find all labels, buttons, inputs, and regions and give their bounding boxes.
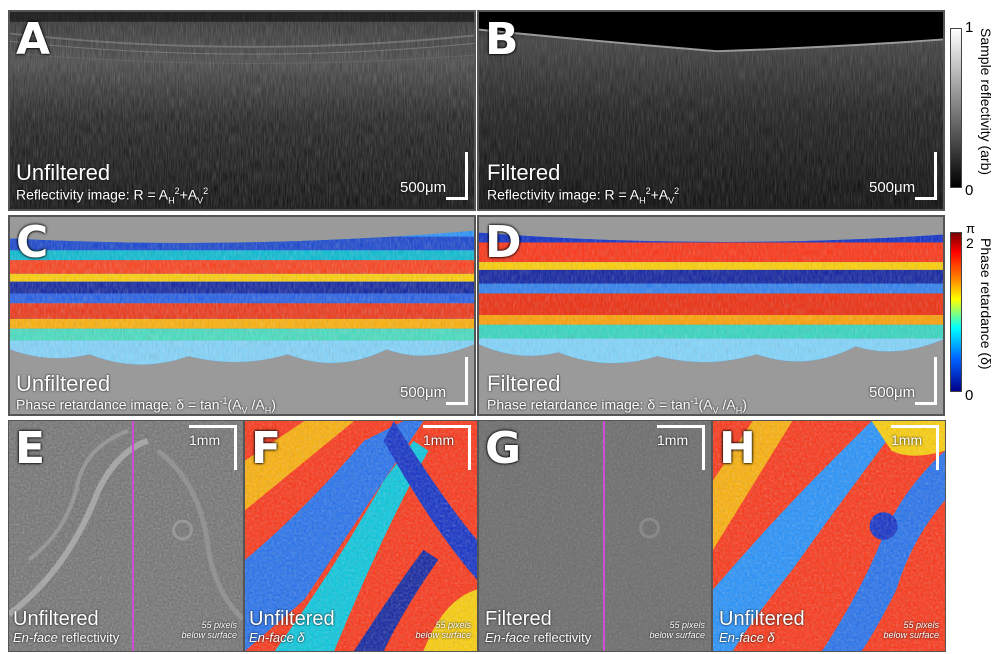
reflectivity-colorbar — [950, 28, 962, 188]
panel-f-depth-label: 55 pixels below surface — [415, 620, 471, 640]
panel-f-subtitle: En-face δ — [249, 630, 305, 645]
panel-f-scalebar-vertical — [468, 425, 471, 470]
retardance-colorbar-pi: π — [966, 221, 975, 236]
panel-e-title: Unfiltered — [13, 608, 99, 630]
panel-f-scale-label: 1mm — [423, 432, 455, 448]
panel-h-scalebar-vertical — [936, 425, 939, 470]
panel-h-depth-label: 55 pixels below surface — [883, 620, 939, 640]
panel-b-title: Filtered — [487, 160, 561, 185]
panel-e-magenta-line — [132, 421, 134, 651]
panel-c-scalebar-vertical — [465, 357, 468, 405]
panel-b-scalebar-horizontal — [915, 197, 937, 200]
panel-f-title: Unfiltered — [249, 608, 335, 630]
panel-h-letter: H — [719, 423, 756, 474]
panel-h-scale-label: 1mm — [891, 432, 923, 448]
panel-c-scalebar-horizontal — [446, 402, 468, 405]
panel-c-subtitle: Phase retardance image: δ = tan-1(AV /AH… — [16, 396, 276, 416]
reflectivity-colorbar-max: 1 — [965, 19, 974, 36]
retardance-colorbar-title: Phase retardance (δ) — [978, 238, 994, 370]
panel-a-scalebar-vertical — [465, 152, 468, 200]
panel-c-title: Unfiltered — [16, 371, 111, 396]
panel-b-oct-image — [479, 12, 943, 209]
panel-a-title: Unfiltered — [16, 160, 111, 185]
reflectivity-colorbar-min: 0 — [965, 182, 974, 199]
panel-e-depth-label: 55 pixels below surface — [181, 620, 237, 640]
panel-g-magenta-line — [603, 421, 605, 651]
panel-f-letter: F — [251, 423, 282, 474]
panel-d-subtitle: Phase retardance image: δ = tan-1(AV /AH… — [487, 396, 747, 416]
panel-a: A Unfiltered Reflectivity image: R = AH2… — [8, 10, 476, 211]
panel-b-subtitle: Reflectivity image: R = AH2+AV2 — [487, 186, 680, 206]
panel-d-scale-label: 500μm — [869, 384, 916, 401]
panel-d-letter: D — [485, 217, 522, 268]
panel-b-scale-label: 500μm — [869, 179, 916, 196]
panel-d: D Filtered Phase retardance image: δ = t… — [477, 215, 945, 416]
panel-d-scalebar-horizontal — [915, 402, 937, 405]
panel-g-scalebar-vertical — [702, 425, 705, 470]
panel-c-letter: C — [16, 217, 49, 268]
panel-d-retardance-image — [479, 217, 943, 414]
panel-h-title: Unfiltered — [719, 608, 805, 630]
panel-a-letter: A — [16, 14, 51, 65]
panel-h: H Unfiltered En-face δ 55 pixels below su… — [712, 420, 946, 652]
panel-c-retardance-image — [10, 217, 474, 414]
panel-c: C Unfiltered Phase retardance image: δ =… — [8, 215, 476, 416]
panel-a-scalebar-horizontal — [446, 197, 468, 200]
panel-g-scalebar-horizontal — [657, 425, 705, 428]
panel-b-scalebar-vertical — [934, 152, 937, 200]
panel-d-title: Filtered — [487, 371, 561, 396]
panel-d-scalebar-vertical — [934, 357, 937, 405]
panel-g-letter: G — [485, 423, 522, 474]
panel-h-scalebar-horizontal — [891, 425, 939, 428]
panel-e-scalebar-horizontal — [189, 425, 237, 428]
panel-h-subtitle: En-face δ — [719, 630, 775, 645]
retardance-colorbar-max: 2 — [966, 235, 974, 251]
retardance-colorbar-min: 0 — [965, 387, 974, 404]
panel-a-oct-image — [10, 12, 474, 209]
panel-h-enface-retardance-image — [713, 421, 945, 651]
panel-e: E Unfiltered En-face reflectivity 55 pix… — [8, 420, 244, 652]
panel-e-scalebar-vertical — [234, 425, 237, 470]
panel-e-letter: E — [15, 423, 46, 474]
panel-g-depth-label: 55 pixels below surface — [649, 620, 705, 640]
panel-a-scale-label: 500μm — [400, 179, 447, 196]
panel-g-subtitle: En-face reflectivity — [485, 630, 592, 645]
panel-b: B Filtered Reflectivity image: R = AH2+A… — [477, 10, 945, 211]
panel-f-scalebar-horizontal — [423, 425, 471, 428]
panel-g-title: Filtered — [485, 608, 552, 630]
panel-g-scale-label: 1mm — [657, 432, 689, 448]
panel-e-enface-reflectivity-image — [9, 421, 243, 651]
panel-f-enface-retardance-image — [245, 421, 477, 651]
retardance-colorbar — [950, 232, 962, 392]
panel-c-scale-label: 500μm — [400, 384, 447, 401]
reflectivity-colorbar-title: Sample reflectivity (arb) — [978, 28, 994, 176]
panel-g: G Filtered En-face reflectivity 55 pixel… — [478, 420, 712, 652]
panel-a-subtitle: Reflectivity image: R = AH2+AV2 — [16, 186, 209, 206]
panel-f: F Unfiltered En-face δ 55 pixels below su… — [244, 420, 478, 652]
panel-g-enface-reflectivity-image — [479, 421, 711, 651]
panel-b-letter: B — [485, 14, 519, 65]
panel-e-scale-label: 1mm — [189, 432, 221, 448]
panel-e-subtitle: En-face reflectivity — [13, 630, 120, 645]
